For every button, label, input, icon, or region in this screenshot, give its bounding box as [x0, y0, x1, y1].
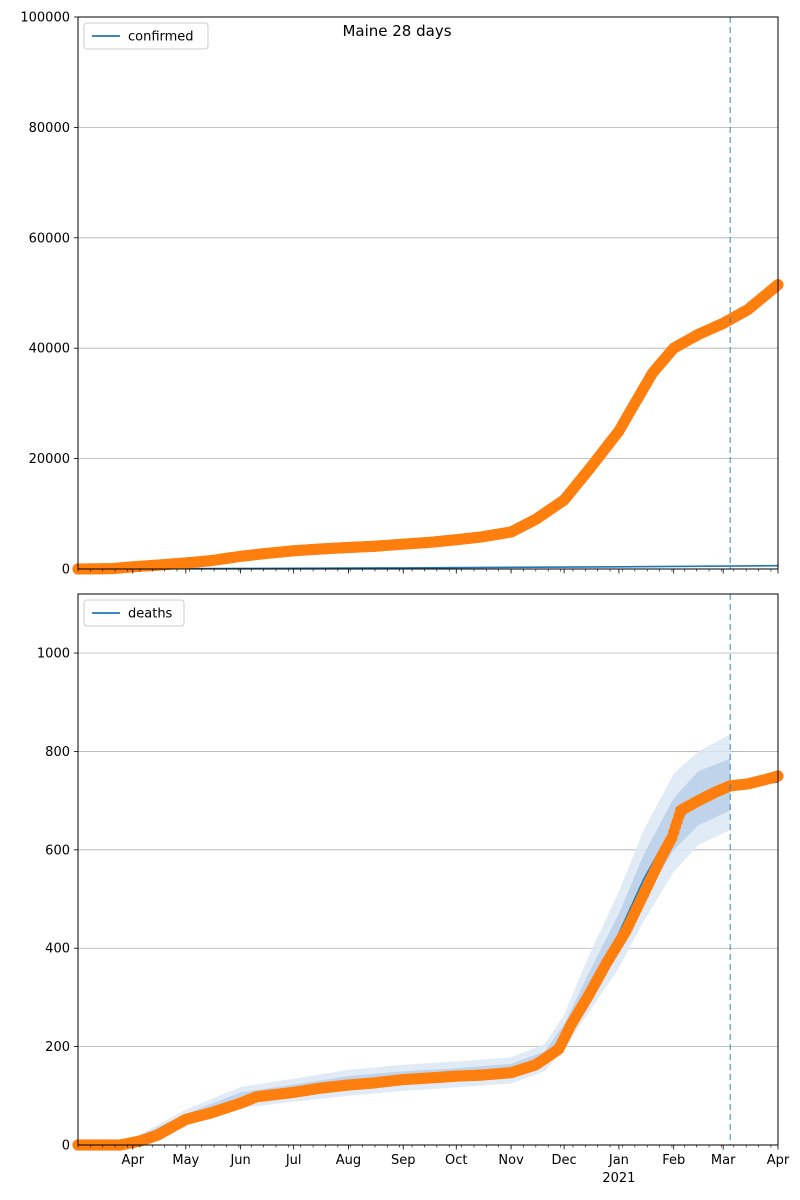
panel-deaths: 0 200 400 600 800 1000 Apr May Jun Jul Aug Sep Oct No…	[37, 593, 790, 1168]
model-line	[77, 564, 779, 570]
legend-box	[83, 22, 209, 50]
legend: deaths	[83, 599, 185, 627]
x-tick-label: Nov	[498, 1153, 524, 1168]
x-tick-label: Sep	[391, 1153, 416, 1168]
y-tick-label: 100000	[20, 11, 70, 26]
observed-series	[72, 279, 784, 575]
y-tick-label: 40000	[29, 342, 70, 357]
y-tick-label: 60000	[29, 231, 70, 246]
y-tick-label: 80000	[29, 121, 70, 136]
legend-label: deaths	[128, 607, 173, 622]
axes-frame	[77, 16, 779, 570]
x-tick-label: Jan	[608, 1153, 629, 1168]
x-tick-label: Oct	[445, 1153, 467, 1168]
x-tick-label: May	[172, 1153, 199, 1168]
chart-title: Maine 28 days	[342, 22, 451, 40]
x-tick-label: Jun	[229, 1153, 250, 1168]
y-tick-label: 200	[45, 1040, 70, 1055]
x-year-label: 2021	[602, 1171, 635, 1186]
legend-box	[83, 599, 185, 627]
x-tick-label: Jul	[285, 1153, 302, 1168]
x-tick-label: Apr	[767, 1153, 790, 1168]
x-tick-label: Aug	[336, 1153, 361, 1168]
y-tick-label: 0	[62, 1139, 70, 1154]
y-tick-label: 1000	[37, 647, 70, 662]
y-tick-label: 0	[62, 563, 70, 578]
y-tick-label: 400	[45, 942, 70, 957]
legend-label: confirmed	[128, 30, 194, 45]
y-tick-label: 20000	[29, 452, 70, 467]
x-tick-label: Mar	[711, 1153, 736, 1168]
x-tick-label: Dec	[552, 1153, 577, 1168]
y-tick-label: 600	[45, 843, 70, 858]
legend: confirmed	[83, 22, 209, 50]
x-tick-label: Apr	[122, 1153, 145, 1168]
axes-frame	[77, 593, 779, 1146]
y-tick-label: 800	[45, 745, 70, 760]
observed-series	[72, 770, 784, 1151]
x-tick-label: Feb	[662, 1153, 685, 1168]
panel-confirmed: 0 20000 40000 60000 80000 100000 confirmed	[20, 11, 784, 578]
